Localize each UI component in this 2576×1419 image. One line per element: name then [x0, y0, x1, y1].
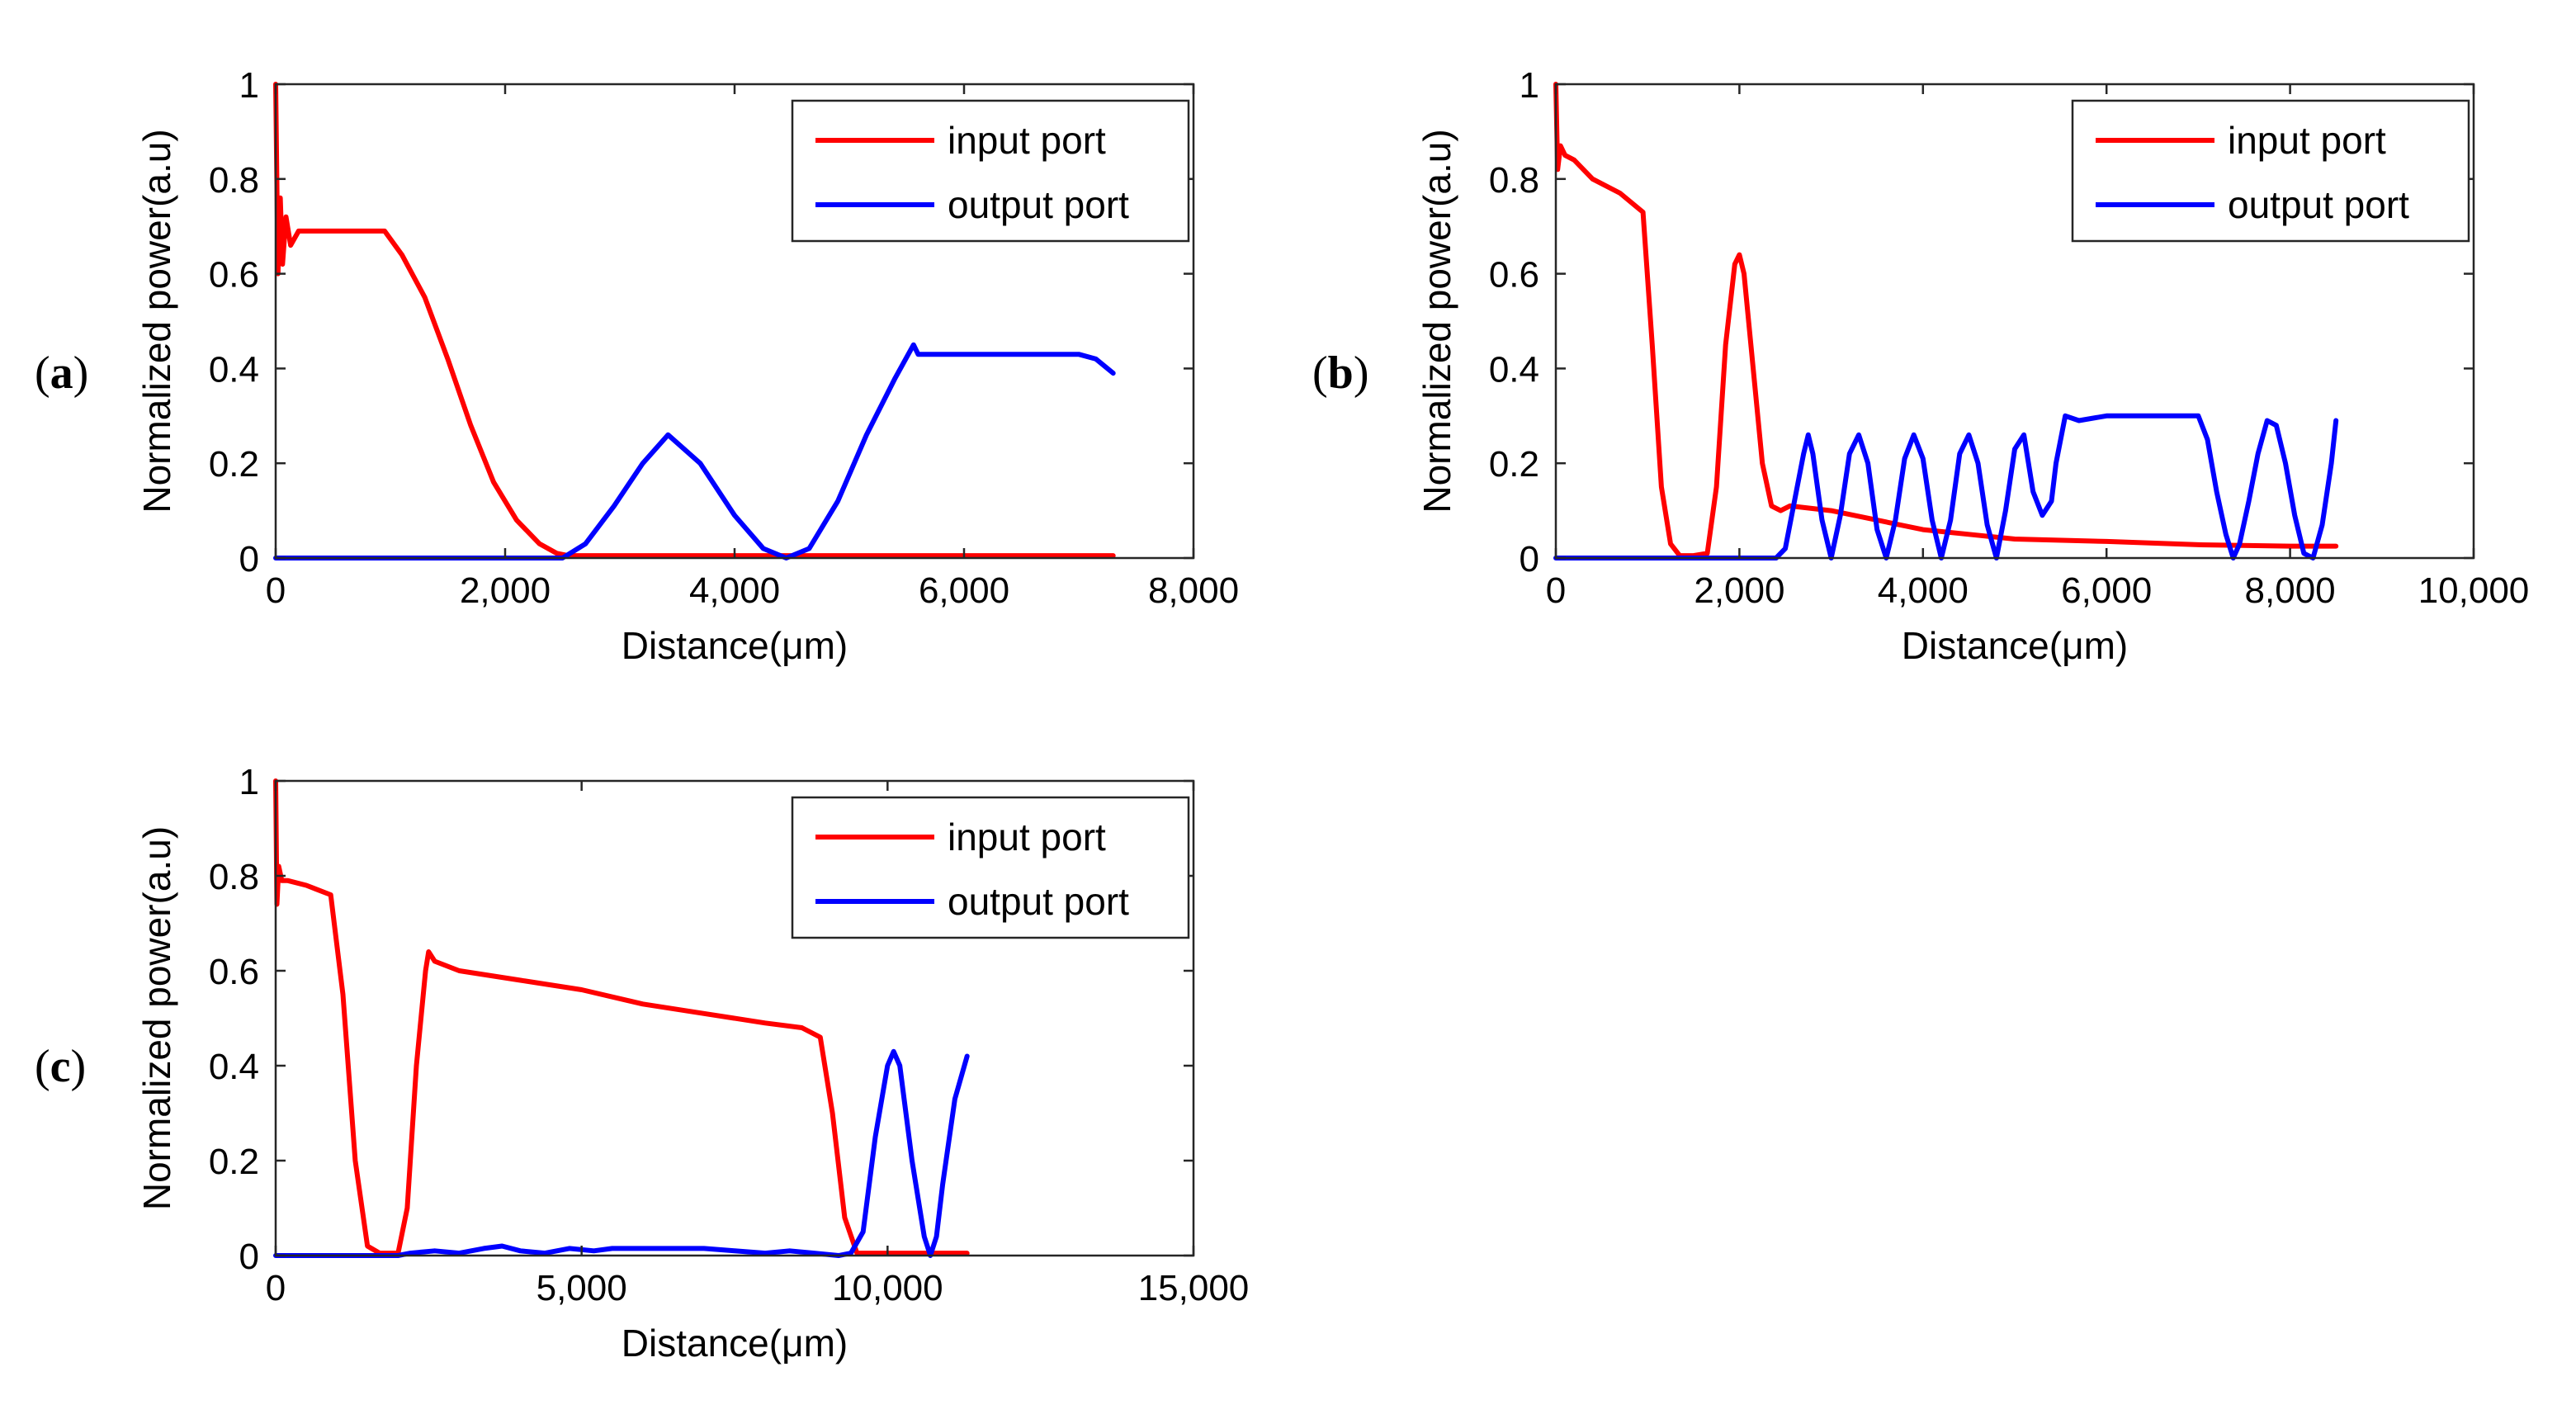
x-tick-label: 2,000 — [1694, 570, 1784, 611]
series-line-input-port — [1553, 82, 2339, 559]
y-tick-label: 0.2 — [209, 444, 259, 485]
x-tick-label: 15,000 — [1138, 1268, 1250, 1308]
y-tick-label: 0.4 — [1489, 349, 1539, 390]
legend-box — [2071, 99, 2470, 243]
x-tick-label: 6,000 — [919, 570, 1009, 611]
legend-label: input port — [2228, 119, 2386, 162]
x-axis-title: Distance(μm) — [622, 624, 848, 667]
series-line-output-port — [1553, 413, 2339, 561]
y-tick-label: 0 — [1520, 539, 1539, 579]
chart-panel-a: 0 2,000 4,000 6,000 8,000 0 0.2 0.4 0.6 0.8 1 Dista… — [35, 65, 1239, 667]
x-tick-label: 8,000 — [2245, 570, 2336, 611]
legend-label: output port — [2228, 183, 2409, 226]
y-tick-label: 0.6 — [209, 952, 259, 992]
legend: input port output port — [791, 796, 1190, 939]
y-tick-label: 0.2 — [1489, 444, 1539, 485]
y-tick-label: 0.8 — [1489, 160, 1539, 201]
x-tick-label: 0 — [1546, 570, 1566, 611]
x-tick-label: 2,000 — [460, 570, 551, 611]
panel-letter: c — [50, 1041, 71, 1092]
y-axis-title: Normalized power(a.u) — [135, 129, 178, 513]
panel-letter: a — [50, 348, 73, 399]
x-tick-label: 10,000 — [2418, 570, 2530, 611]
series-line-output-port — [273, 1048, 970, 1258]
y-tick-label: 0.4 — [209, 349, 259, 390]
y-tick-label: 0 — [239, 539, 259, 579]
x-tick-label: 0 — [266, 1268, 286, 1308]
y-tick-label: 0 — [239, 1237, 259, 1277]
x-tick-label: 4,000 — [1878, 570, 1969, 611]
legend: input port output port — [2071, 99, 2470, 243]
y-tick-label: 0.6 — [1489, 255, 1539, 296]
y-tick-label: 0.6 — [209, 255, 259, 296]
x-tick-label: 10,000 — [832, 1268, 943, 1308]
y-tick-label: 1 — [1520, 65, 1539, 106]
series-line-output-port — [273, 342, 1116, 561]
legend: input port output port — [791, 99, 1190, 243]
series-line-input-port — [273, 82, 1116, 559]
x-axis-title: Distance(μm) — [1902, 624, 2128, 667]
panel-label: (a) — [35, 348, 88, 399]
series-line-input-port — [273, 778, 970, 1256]
legend-label: input port — [948, 816, 1106, 858]
y-tick-label: 0.8 — [209, 160, 259, 201]
x-tick-label: 5,000 — [536, 1268, 627, 1308]
legend-label: output port — [948, 183, 1129, 226]
x-axis-title: Distance(μm) — [622, 1322, 848, 1365]
panel-label: (c) — [35, 1041, 86, 1092]
legend-label: output port — [948, 880, 1129, 923]
y-tick-label: 0.8 — [209, 857, 259, 897]
x-tick-label: 0 — [266, 570, 286, 611]
x-tick-label: 4,000 — [689, 570, 780, 611]
x-tick-label: 8,000 — [1148, 570, 1239, 611]
x-tick-label: 6,000 — [2061, 570, 2152, 611]
y-tick-label: 1 — [239, 65, 259, 106]
legend-box — [791, 99, 1190, 243]
y-tick-label: 0.4 — [209, 1047, 259, 1087]
y-axis-title: Normalized power(a.u) — [135, 826, 178, 1210]
y-axis-title: Normalized power(a.u) — [1416, 129, 1458, 513]
legend-box — [791, 796, 1190, 939]
chart-panel-b: 0 2,000 4,000 6,000 8,000 10,000 0 0.2 0.4 0.6 0.8… — [1312, 65, 2529, 667]
y-tick-label: 1 — [239, 762, 259, 802]
y-tick-label: 0.2 — [209, 1142, 259, 1182]
plot-area-frame — [1554, 83, 2475, 560]
chart-panel-c: 0 5,000 10,000 15,000 0 0.2 0.4 0.6 0.8 1 Distance… — [35, 762, 1249, 1365]
panel-letter: b — [1328, 348, 1354, 399]
plot-area-frame — [274, 779, 1195, 1257]
legend-label: input port — [948, 119, 1106, 162]
panel-label: (b) — [1312, 348, 1368, 399]
